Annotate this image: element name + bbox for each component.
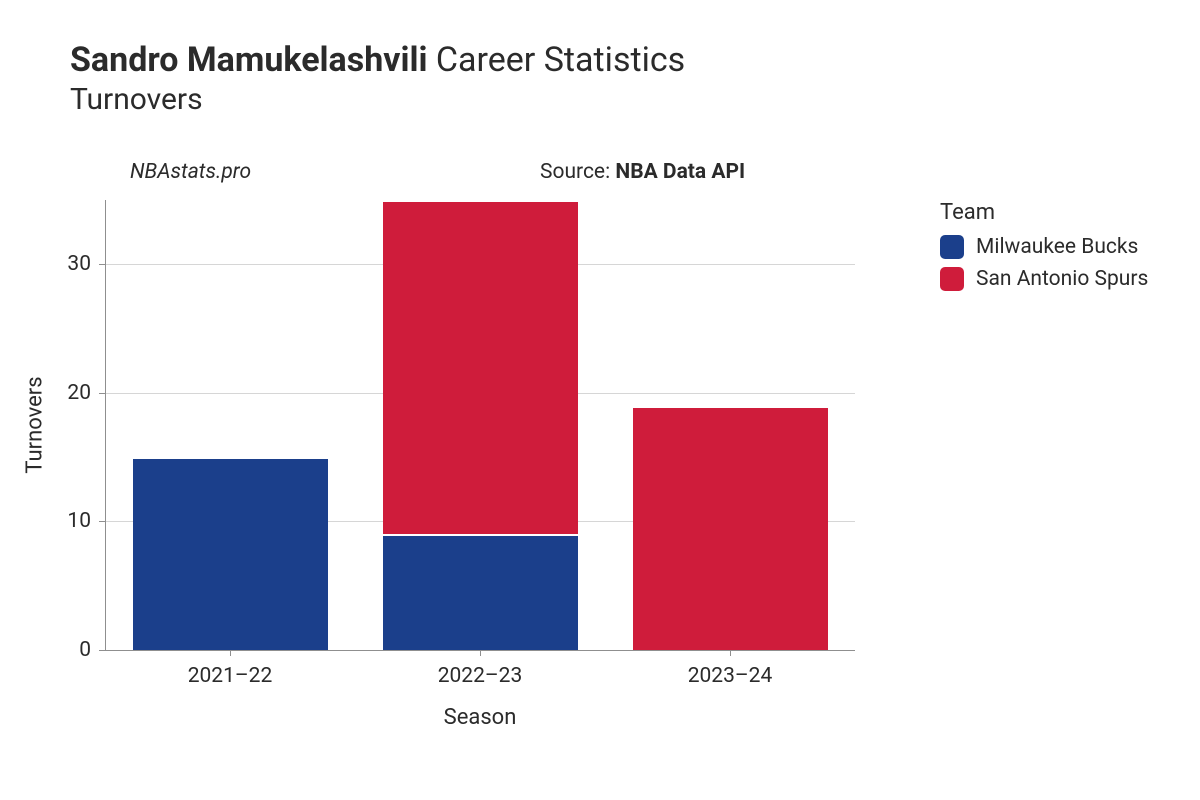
y-tick-label: 20	[31, 381, 91, 405]
x-tick-mark	[230, 650, 231, 656]
x-axis-title: Season	[444, 705, 517, 730]
y-tick-label: 0	[31, 638, 91, 662]
legend-item: San Antonio Spurs	[940, 267, 1148, 291]
y-tick-mark	[99, 264, 105, 265]
y-tick-mark	[99, 521, 105, 522]
legend-swatch	[940, 267, 964, 291]
x-tick-label: 2021–22	[188, 664, 273, 688]
legend: Team Milwaukee Bucks San Antonio Spurs	[940, 200, 1148, 299]
watermark-text: NBAstats.pro	[130, 160, 251, 184]
y-tick-mark	[99, 393, 105, 394]
y-axis-line	[105, 200, 106, 650]
chart-title: Sandro Mamukelashvili Career Statistics	[70, 40, 685, 80]
y-tick-label: 30	[31, 252, 91, 276]
chart-title-block: Sandro Mamukelashvili Career Statistics …	[70, 40, 685, 117]
chart-subtitle: Turnovers	[70, 82, 685, 117]
bar-segment	[383, 200, 578, 534]
y-tick-label: 10	[31, 509, 91, 533]
bar-segment	[633, 406, 828, 650]
legend-label: Milwaukee Bucks	[976, 235, 1138, 259]
chart-canvas: Sandro Mamukelashvili Career Statistics …	[0, 0, 1200, 800]
legend-swatch	[940, 235, 964, 259]
bar-segment	[133, 457, 328, 650]
legend-title: Team	[940, 200, 1148, 225]
y-tick-mark	[99, 650, 105, 651]
bar-segment	[383, 534, 578, 650]
x-tick-label: 2022–23	[438, 664, 523, 688]
source-attribution: Source: NBA Data API	[540, 160, 745, 184]
source-prefix: Source:	[540, 160, 615, 184]
plot-area	[105, 200, 855, 650]
x-tick-mark	[730, 650, 731, 656]
legend-item: Milwaukee Bucks	[940, 235, 1148, 259]
source-name: NBA Data API	[615, 160, 745, 184]
legend-label: San Antonio Spurs	[976, 267, 1148, 291]
chart-title-bold: Sandro Mamukelashvili	[70, 40, 427, 80]
x-tick-mark	[480, 650, 481, 656]
x-tick-label: 2023–24	[688, 664, 773, 688]
chart-title-rest: Career Statistics	[427, 40, 685, 80]
